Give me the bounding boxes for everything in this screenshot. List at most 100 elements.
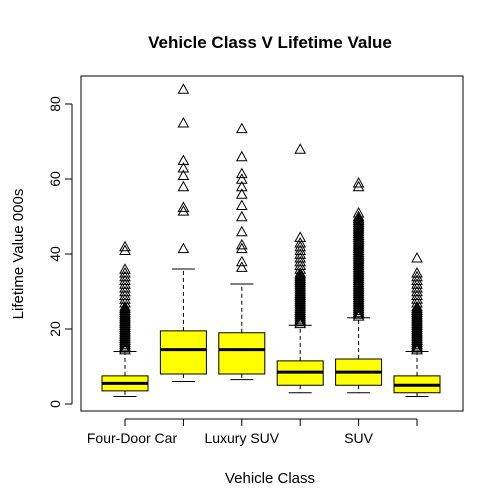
outlier-point <box>352 296 365 308</box>
outlier-point <box>352 255 365 267</box>
outlier-point <box>411 332 423 344</box>
box-group <box>276 143 324 394</box>
outlier-point <box>294 306 307 317</box>
outlier-point <box>352 176 365 188</box>
outlier-point <box>294 313 307 325</box>
y-tick-label: 20 <box>47 321 63 337</box>
outlier-point <box>411 266 423 278</box>
outlier-point <box>352 289 365 300</box>
outlier-point <box>352 306 365 317</box>
outlier-point <box>294 143 307 154</box>
outlier-point <box>177 161 190 173</box>
outlier-point <box>294 272 307 284</box>
outlier-point <box>352 244 365 255</box>
outlier-point <box>177 242 190 254</box>
outlier-point <box>119 341 131 353</box>
outlier-point <box>352 223 365 235</box>
outlier-point <box>352 278 365 289</box>
outlier-point <box>352 274 365 285</box>
outlier-point <box>294 231 307 242</box>
outlier-point <box>235 255 248 267</box>
outlier-point <box>119 325 131 336</box>
outlier-point <box>119 343 131 355</box>
x-tick-label: Four-Door Car <box>87 430 178 446</box>
outlier-point <box>294 274 307 285</box>
outlier-point <box>294 270 307 282</box>
outlier-point <box>119 330 131 342</box>
outlier-point <box>294 291 307 302</box>
outlier-point <box>294 283 307 295</box>
outlier-point <box>352 246 365 257</box>
outlier-point <box>411 306 423 317</box>
outlier-point <box>352 250 365 261</box>
outlier-point <box>235 180 248 192</box>
outlier-point <box>119 289 131 300</box>
outlier-point <box>411 336 423 347</box>
outlier-point <box>235 188 248 199</box>
outlier-point <box>352 285 365 297</box>
outlier-point <box>119 317 131 329</box>
outlier-point <box>119 270 131 282</box>
y-axis: 0 20 40 60 80 <box>47 96 73 408</box>
outlier-point <box>119 274 131 285</box>
outlier-point <box>294 289 307 300</box>
outlier-point <box>119 244 131 255</box>
plot-frame <box>80 75 464 412</box>
box-iqr <box>159 330 207 375</box>
outlier-point <box>411 300 423 312</box>
y-tick-label: 40 <box>47 246 63 262</box>
outlier-point <box>294 304 307 315</box>
outlier-point <box>352 214 365 225</box>
outlier-point <box>177 83 190 94</box>
outlier-point <box>411 270 423 282</box>
outlier-point <box>294 281 307 293</box>
outlier-point <box>294 293 307 304</box>
outlier-point <box>352 265 365 276</box>
outlier-point <box>119 323 131 334</box>
outlier-point <box>119 332 131 344</box>
outlier-point <box>294 317 307 329</box>
outlier-point <box>119 285 131 297</box>
outlier-point <box>352 281 365 293</box>
outlier-point <box>352 266 365 278</box>
outlier-point <box>177 180 190 192</box>
outlier-point <box>352 304 365 315</box>
x-tick-label: SUV <box>344 430 373 446</box>
outlier-point <box>119 340 131 351</box>
outlier-point <box>411 310 423 321</box>
outlier-point <box>294 296 307 308</box>
outlier-point <box>411 343 423 355</box>
outlier-point <box>119 293 131 304</box>
box-iqr <box>218 332 266 375</box>
outlier-point <box>411 302 423 314</box>
outlier-point <box>294 248 307 259</box>
outlier-point <box>352 229 365 240</box>
outlier-point <box>352 227 365 239</box>
outlier-point <box>294 311 307 323</box>
outlier-point <box>411 296 423 308</box>
outlier-point <box>352 295 365 306</box>
box-group <box>101 240 149 397</box>
outlier-point <box>119 328 131 340</box>
outlier-point <box>294 236 307 248</box>
outlier-point <box>352 300 365 312</box>
outlier-point <box>235 150 248 162</box>
outlier-point <box>352 210 365 222</box>
outlier-point <box>294 268 307 280</box>
outlier-point <box>352 180 365 192</box>
outlier-point <box>352 221 365 233</box>
chart-title: Vehicle Class V Lifetime Value <box>148 33 392 52</box>
outlier-point <box>411 278 423 289</box>
box-group <box>218 122 266 381</box>
outlier-point <box>119 281 131 293</box>
outlier-point <box>411 338 423 349</box>
outlier-point <box>352 268 365 280</box>
outlier-point <box>411 289 423 300</box>
outlier-point <box>119 310 131 321</box>
outlier-point <box>352 235 365 246</box>
outlier-point <box>119 266 131 278</box>
outlier-point <box>411 326 423 338</box>
outlier-point <box>119 334 131 345</box>
outlier-point <box>352 259 365 270</box>
outlier-point <box>411 334 423 345</box>
